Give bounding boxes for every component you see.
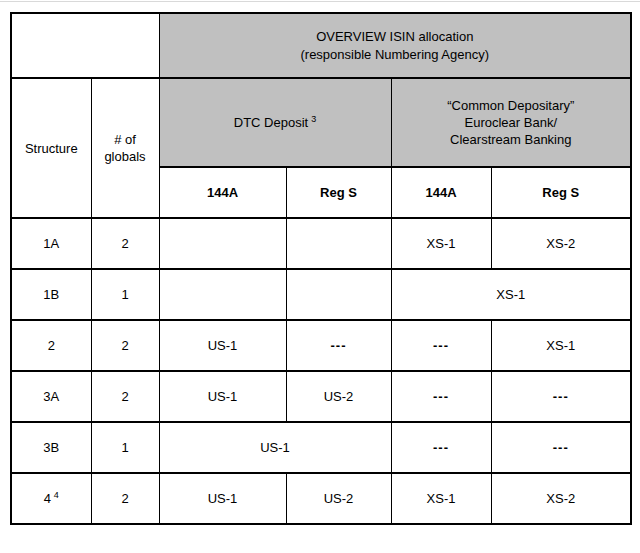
cell-globals: 2 — [91, 371, 159, 422]
common-depositary-line1: “Common Depositary” — [394, 97, 629, 114]
common-depositary-line3: Clearstream Banking — [394, 131, 629, 148]
table-header-row-title: OVERVIEW ISIN allocation (responsible Nu… — [11, 13, 631, 78]
cell-structure: 3B — [11, 422, 91, 473]
overview-title-cell: OVERVIEW ISIN allocation (responsible Nu… — [159, 13, 631, 78]
cell-globals: 2 — [91, 320, 159, 371]
cell-dtc-regs: US-2 — [286, 371, 391, 422]
cell-cd-regs: --- — [491, 371, 631, 422]
common-depositary-group-header: “Common Depositary” Euroclear Bank/ Clea… — [391, 78, 631, 167]
cell-structure: 2 — [11, 320, 91, 371]
dtc-144a-column-header: 144A — [159, 167, 286, 218]
dtc-deposit-group-header: DTC Deposit3 — [159, 78, 391, 167]
cell-dtc-144a — [159, 218, 286, 269]
window-top-edge — [0, 1, 640, 2]
cell-dtc-regs: --- — [286, 320, 391, 371]
structure-label: 4 — [44, 491, 51, 506]
cell-dtc-regs: US-2 — [286, 473, 391, 524]
cell-cd-regs: XS-1 — [491, 320, 631, 371]
cell-cd-144a: XS-1 — [391, 218, 491, 269]
cell-cd-regs: --- — [491, 422, 631, 473]
cell-cd-144a: --- — [391, 371, 491, 422]
cell-cd-regs: XS-2 — [491, 473, 631, 524]
cell-globals: 1 — [91, 269, 159, 320]
cell-structure: 1A — [11, 218, 91, 269]
table-row-1b: 1B 1 XS-1 — [11, 269, 631, 320]
cell-globals: 2 — [91, 473, 159, 524]
cell-structure: 1B — [11, 269, 91, 320]
cell-cd-regs: XS-2 — [491, 218, 631, 269]
table-row-2: 2 2 US-1 --- --- XS-1 — [11, 320, 631, 371]
overview-title-line1: OVERVIEW ISIN allocation — [162, 28, 629, 46]
cell-dtc-merged: US-1 — [159, 422, 391, 473]
table-header-row-groups: Structure # of globals DTC Deposit3 “Com… — [11, 78, 631, 167]
cd-regs-column-header: Reg S — [491, 167, 631, 218]
cd-144a-column-header: 144A — [391, 167, 491, 218]
structure-column-header: Structure — [11, 78, 91, 218]
table-row-3b: 3B 1 US-1 --- --- — [11, 422, 631, 473]
cell-cd-144a: --- — [391, 422, 491, 473]
overview-title-line2: (responsible Numbering Agency) — [162, 46, 629, 64]
isin-allocation-table-container: OVERVIEW ISIN allocation (responsible Nu… — [10, 12, 632, 525]
dtc-regs-column-header: Reg S — [286, 167, 391, 218]
cell-cd-144a: XS-1 — [391, 473, 491, 524]
globals-header-line2: globals — [94, 148, 157, 165]
common-depositary-line2: Euroclear Bank/ — [394, 114, 629, 131]
empty-corner-cell — [11, 13, 159, 78]
cell-dtc-regs — [286, 218, 391, 269]
dtc-footnote-marker: 3 — [311, 114, 316, 124]
cell-dtc-regs — [286, 269, 391, 320]
cell-globals: 1 — [91, 422, 159, 473]
cell-structure: 44 — [11, 473, 91, 524]
cell-cd-merged: XS-1 — [391, 269, 631, 320]
structure-footnote-marker: 4 — [54, 490, 59, 500]
cell-dtc-144a — [159, 269, 286, 320]
table-row-3a: 3A 2 US-1 US-2 --- --- — [11, 371, 631, 422]
globals-header-line1: # of — [94, 131, 157, 148]
cell-cd-144a: --- — [391, 320, 491, 371]
table-row-4: 44 2 US-1 US-2 XS-1 XS-2 — [11, 473, 631, 524]
globals-column-header: # of globals — [91, 78, 159, 218]
table-row-1a: 1A 2 XS-1 XS-2 — [11, 218, 631, 269]
cell-dtc-144a: US-1 — [159, 320, 286, 371]
cell-structure: 3A — [11, 371, 91, 422]
dtc-deposit-label: DTC Deposit — [234, 115, 308, 130]
isin-allocation-table: OVERVIEW ISIN allocation (responsible Nu… — [10, 12, 632, 525]
cell-dtc-144a: US-1 — [159, 371, 286, 422]
cell-dtc-144a: US-1 — [159, 473, 286, 524]
cell-globals: 2 — [91, 218, 159, 269]
